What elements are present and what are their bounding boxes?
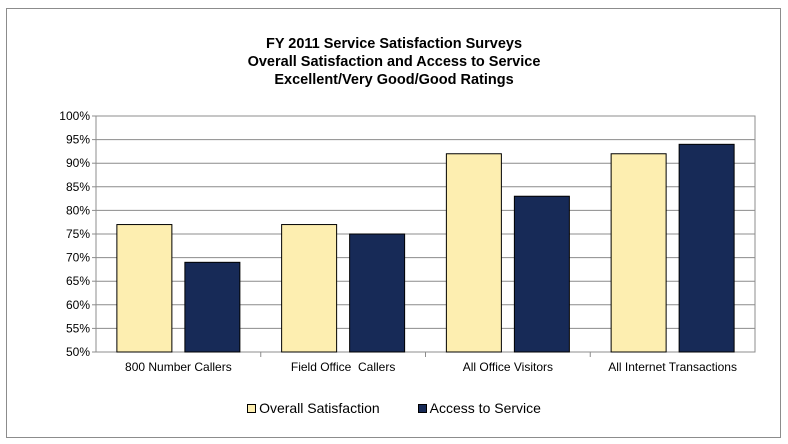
y-tick-label-80: 80% [66, 203, 90, 217]
chart-legend: Overall Satisfaction Access to Service [0, 400, 788, 416]
legend-swatch-access-to-service [417, 403, 427, 413]
bar-overall-satisfaction-0 [116, 224, 173, 353]
chart-title-line-1: FY 2011 Service Satisfaction Surveys [265, 36, 523, 52]
y-tick-label-75: 75% [66, 227, 90, 241]
y-tick-label-65: 65% [66, 274, 90, 288]
y-tick-label-60: 60% [66, 298, 90, 312]
legend-label-access-to-service: Access to Service [429, 400, 541, 416]
bar-access-to-service-2 [513, 195, 570, 353]
chart-title: FY 2011 Service Satisfaction Surveys Ove… [0, 35, 788, 89]
legend-item-access-to-service: Access to Service [417, 400, 541, 416]
legend-label-overall-satisfaction: Overall Satisfaction [259, 400, 380, 416]
y-tick-label-70: 70% [66, 251, 90, 265]
x-tick-label-3: All Internet Transactions [608, 360, 737, 374]
bar-overall-satisfaction-1 [281, 224, 338, 353]
y-tick-label-85: 85% [66, 180, 90, 194]
bar-overall-satisfaction-3 [610, 153, 667, 353]
x-tick-label-1: Field Office Callers [291, 360, 395, 374]
y-tick-label-95: 95% [66, 133, 90, 147]
x-tick-label-0: 800 Number Callers [125, 360, 232, 374]
legend-item-overall-satisfaction: Overall Satisfaction [247, 400, 380, 416]
chart-title-line-2: Overall Satisfaction and Access to Servi… [247, 54, 541, 70]
bar-access-to-service-3 [678, 143, 735, 353]
bar-access-to-service-0 [184, 261, 241, 353]
bar-overall-satisfaction-2 [445, 153, 502, 353]
bar-access-to-service-1 [349, 233, 406, 353]
y-tick-label-90: 90% [66, 156, 90, 170]
legend-swatch-overall-satisfaction [247, 403, 257, 413]
y-tick-label-55: 55% [66, 321, 90, 335]
chart-title-line-3: Excellent/Very Good/Good Ratings [274, 72, 514, 88]
y-tick-label-50: 50% [66, 345, 90, 359]
y-tick-label-100: 100% [59, 109, 90, 123]
x-tick-label-2: All Office Visitors [463, 360, 553, 374]
